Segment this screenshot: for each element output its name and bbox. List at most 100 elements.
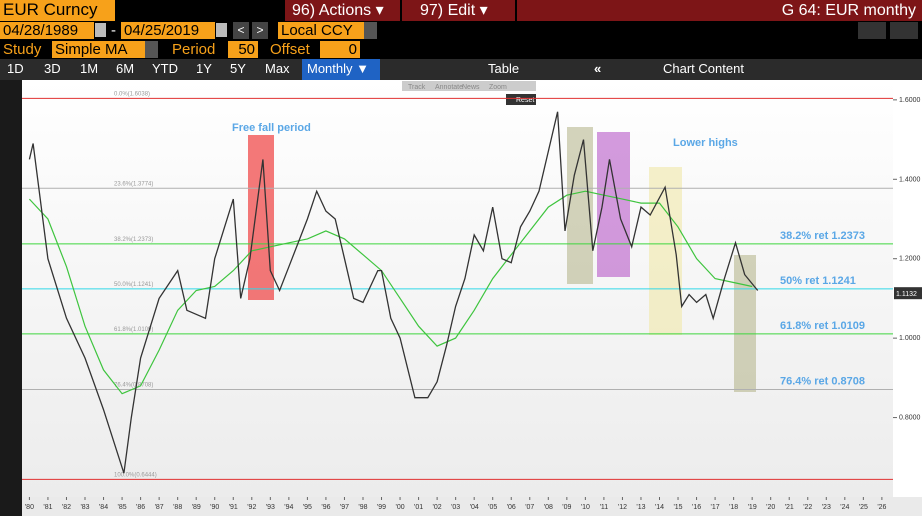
edit-menu[interactable]: 97) Edit ▾ [420, 2, 488, 19]
end-date[interactable]: 04/25/2019 [121, 22, 215, 39]
range-button[interactable]: YTD [152, 61, 178, 76]
x-tick-label: '25 [859, 504, 868, 511]
x-tick-label: '12 [618, 504, 627, 511]
x-tick-label: '97 [340, 504, 349, 511]
x-tick-label: '26 [877, 504, 886, 511]
x-tick-label: '85 [118, 504, 127, 511]
frequency[interactable]: Monthly ▼ [302, 59, 380, 80]
level-label: 61.8%(1.0109) [114, 327, 153, 333]
mini-toolbar [402, 81, 536, 91]
dropdown[interactable] [364, 22, 377, 39]
x-tick-label: '06 [507, 504, 516, 511]
x-tick-label: '99 [377, 504, 386, 511]
mini-tool: Annotate [435, 84, 463, 91]
x-tick-label: '18 [729, 504, 738, 511]
y-tick-label: 1.2000 [899, 256, 921, 263]
security[interactable]: EUR Curncy [0, 0, 115, 21]
reset-button [506, 94, 536, 105]
mini-tool: Track [408, 84, 426, 91]
x-tick-label: '00 [395, 504, 404, 511]
retracement-label: 76.4% ret 0.8708 [780, 375, 865, 387]
x-tick-label: '93 [266, 504, 275, 511]
highlight-box [248, 135, 274, 300]
offset[interactable]: 0 [320, 41, 360, 58]
x-tick-label: '98 [358, 504, 367, 511]
undo-button[interactable] [858, 22, 886, 39]
x-tick-label: '95 [303, 504, 312, 511]
x-tick-label: '21 [785, 504, 794, 511]
y-tick-label: 1.6000 [899, 97, 921, 104]
range-button[interactable]: 6M [116, 61, 135, 76]
retracement-label: 61.8% ret 1.0109 [780, 320, 865, 332]
mini-tool: Reset [516, 97, 534, 104]
x-tick-label: '10 [581, 504, 590, 511]
period[interactable]: 50 [228, 41, 258, 58]
range-button[interactable]: 1M [80, 61, 99, 76]
next-button[interactable]: > [252, 22, 268, 39]
x-tick-label: '04 [470, 504, 479, 511]
actions-menu[interactable]: 96) Actions ▾ [292, 2, 384, 19]
range-button[interactable]: 1Y [196, 61, 212, 76]
y-tick-label: 1.4000 [899, 176, 921, 183]
x-tick-label: '15 [673, 504, 682, 511]
level-label: 76.4%(0.8708) [114, 382, 153, 388]
x-tick-label: '09 [562, 504, 571, 511]
x-tick-label: '91 [229, 504, 238, 511]
range-button[interactable]: 5Y [230, 61, 246, 76]
x-tick-label: '89 [192, 504, 201, 511]
x-tick-label: '81 [43, 504, 52, 511]
annotation: Free fall period [232, 122, 311, 134]
period-label: Period [172, 41, 216, 58]
x-tick-label: '82 [62, 504, 71, 511]
side-toolbar[interactable] [0, 80, 22, 516]
x-tick-label: '11 [600, 504, 609, 511]
calendar-icon[interactable] [216, 23, 227, 37]
highlight-box [649, 167, 682, 335]
redo-button[interactable] [890, 22, 918, 39]
x-tick-label: '92 [247, 504, 256, 511]
prev-button[interactable]: < [233, 22, 249, 39]
level-label: 50.0%(1.1241) [114, 282, 153, 288]
y-tick-label: 1.0000 [899, 335, 921, 342]
mini-tool: News [462, 84, 480, 91]
x-tick-label: '03 [451, 504, 460, 511]
annotation: Lower highs [673, 137, 738, 149]
x-tick-label: '08 [544, 504, 553, 511]
moving-average-line [28, 190, 753, 395]
level-label: 23.6%(1.3774) [114, 181, 153, 187]
x-tick-label: '80 [25, 504, 34, 511]
x-tick-label: '13 [636, 504, 645, 511]
chart-content-button[interactable]: Chart Content [663, 61, 744, 76]
mini-tool: Zoom [489, 84, 507, 91]
x-tick-label: '86 [136, 504, 145, 511]
y-tick-label: 0.8000 [899, 415, 921, 422]
page-title: G 64: EUR monthy [781, 2, 916, 19]
range-bar [0, 59, 922, 80]
last-price-label: 1.1132 [896, 291, 917, 298]
x-tick-label: '16 [692, 504, 701, 511]
date-separator: - [111, 22, 116, 39]
start-date[interactable]: 04/28/1989 [0, 22, 94, 39]
range-button[interactable]: 3D [44, 61, 61, 76]
x-tick-label: '14 [655, 504, 664, 511]
x-tick-label: '17 [711, 504, 720, 511]
collapse-button[interactable]: « [594, 61, 602, 76]
range-button[interactable]: Max [265, 61, 290, 76]
range-button[interactable]: 1D [7, 61, 24, 76]
dropdown[interactable] [145, 41, 158, 58]
table-button[interactable]: Table [488, 61, 520, 76]
level-label: 38.2%(1.2373) [114, 237, 153, 243]
x-tick-label: '02 [433, 504, 442, 511]
x-tick-label: '84 [99, 504, 108, 511]
currency[interactable]: Local CCY [278, 22, 364, 39]
x-tick-label: '88 [173, 504, 182, 511]
level-label: 100.0%(0.6444) [114, 472, 157, 478]
x-tick-label: '23 [822, 504, 831, 511]
retracement-label: 38.2% ret 1.2373 [780, 230, 865, 242]
calendar-icon[interactable] [95, 23, 106, 37]
offset-label: Offset [270, 41, 310, 58]
study[interactable]: Simple MA [52, 41, 145, 58]
x-tick-label: '96 [321, 504, 330, 511]
